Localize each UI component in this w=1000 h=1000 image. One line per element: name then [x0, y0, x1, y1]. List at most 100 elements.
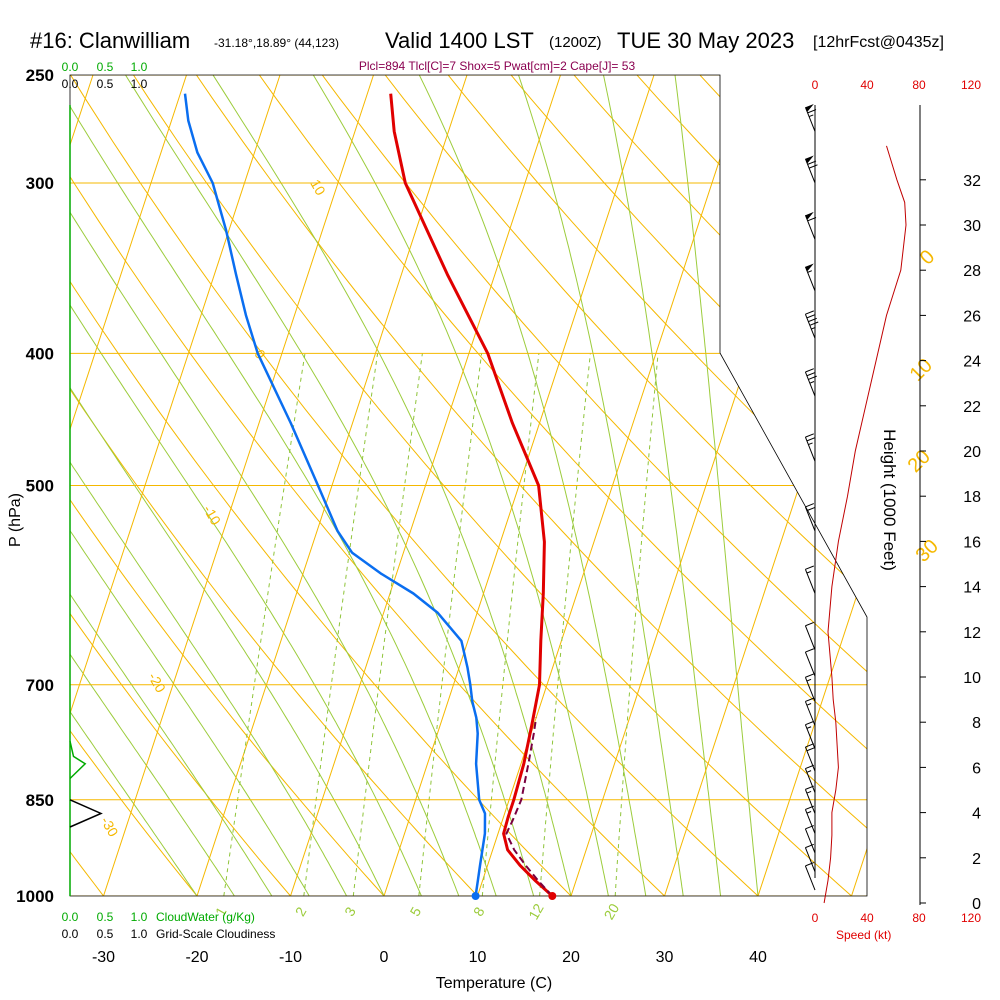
title-valid: Valid 1400 LST — [385, 28, 534, 53]
speed-top-tick: 120 — [961, 78, 981, 92]
wind-barb-half — [806, 703, 812, 706]
dry-adiabat — [988, 51, 1000, 896]
height-tick-label: 26 — [963, 308, 981, 325]
wind-barb-staff — [804, 789, 816, 814]
wind-barb-full — [808, 317, 817, 323]
wind-barb-full — [805, 433, 814, 438]
title-station: #16: Clanwilliam — [30, 28, 190, 53]
isotherm-label: 10 — [906, 354, 937, 385]
wind-barb — [804, 720, 816, 750]
wind-barb-staff — [804, 724, 816, 750]
mixing-ratio-label: 20 — [601, 901, 623, 923]
moist-adiabat — [70, 75, 348, 896]
wind-barb-full — [805, 503, 814, 508]
cloudiness-bottom-tick: 0.5 — [97, 927, 114, 941]
wind-barb — [804, 565, 816, 594]
wind-barb-full — [805, 697, 814, 702]
speed-bottom-tick: 40 — [860, 911, 874, 925]
wind-barb-half — [808, 442, 813, 446]
wind-barb-half — [806, 570, 812, 574]
wind-barb-staff — [804, 436, 816, 462]
cloudwater-bottom-tick: 1.0 — [131, 910, 148, 924]
moist-adiabat — [70, 75, 460, 896]
pressure-tick-label: 700 — [26, 676, 54, 695]
moist-adiabat — [518, 75, 684, 896]
wind-speed-profile — [823, 145, 907, 904]
cloudiness-bottom-tick: 0.0 — [62, 927, 79, 941]
wind-barb-full — [805, 621, 814, 627]
cloudiness-bottom-tick: 1.0 — [131, 927, 148, 941]
wind-barb-full — [807, 217, 817, 222]
dry-adiabat — [70, 75, 759, 896]
wind-barb-full — [806, 314, 816, 319]
wind-barb-staff — [804, 701, 816, 726]
cloudwater-top-tick: 0.5 — [97, 60, 114, 74]
mixing-ratio-line — [418, 353, 483, 896]
pressure-tick-label: 300 — [26, 174, 54, 193]
isotherm-label: 20 — [904, 446, 935, 477]
moist-adiabat — [212, 75, 572, 896]
dry-adiabat — [70, 75, 478, 896]
mixing-ratio-label: 3 — [341, 904, 359, 919]
temperature-tick-label: -30 — [92, 949, 115, 966]
pressure-tick-label: 500 — [26, 477, 54, 496]
wind-barb-half — [808, 114, 814, 118]
wind-barb-staff — [804, 651, 816, 677]
wind-barb-full — [808, 375, 817, 380]
wind-barb-half — [806, 811, 812, 814]
cloudwater-bottom-tick: 0.5 — [97, 910, 114, 924]
wind-barb-full — [805, 310, 814, 315]
wind-barb-pennant — [805, 103, 814, 112]
wind-barb-half — [806, 726, 812, 729]
height-tick-label: 4 — [972, 806, 981, 823]
title-utc: (1200Z) — [549, 34, 602, 51]
moist-adiabat — [312, 75, 609, 896]
temperature-tick-label: 30 — [656, 949, 674, 966]
moist-adiabat — [70, 75, 198, 896]
mixing-ratio-label: 5 — [406, 904, 424, 919]
title-coords: -31.18°,18.89° (44,123) — [214, 36, 339, 50]
wind-barb-staff — [804, 314, 816, 339]
pressure-tick-label: 250 — [26, 66, 54, 85]
height-tick-label: 10 — [963, 670, 981, 687]
dry-adiabat — [117, 75, 852, 896]
height-axis-ticks — [920, 179, 926, 904]
speed-bottom-tick: 0 — [812, 911, 819, 925]
height-tick-label: 8 — [972, 715, 981, 732]
wind-barb — [804, 843, 816, 873]
wind-barb-half — [806, 770, 812, 773]
cloudwater-label: CloudWater (g/Kg) — [156, 910, 255, 924]
wind-barb-staff — [804, 158, 816, 184]
wind-barb-full — [809, 321, 819, 326]
moist-adiabat — [70, 75, 273, 896]
wind-barb-staff — [804, 506, 816, 532]
wind-barb-full — [806, 506, 816, 512]
y-axis-title: P (hPa) — [7, 493, 24, 547]
pressure-tick-label: 1000 — [16, 887, 54, 906]
wind-barb-staff — [804, 266, 816, 292]
height-tick-label: 32 — [963, 173, 981, 190]
moist-adiabat — [125, 75, 535, 896]
sounding-series — [183, 93, 554, 898]
speed-label: Speed (kt) — [836, 928, 891, 942]
wind-barb-full — [805, 720, 814, 726]
wind-barb — [804, 368, 817, 397]
parcel-info: Plcl=894 Tlcl[C]=7 Shox=5 Pwat[cm]=2 Cap… — [359, 59, 636, 73]
wind-barb-staff — [804, 569, 816, 594]
surface-temperature-marker — [548, 892, 557, 900]
isotherm-label: 30 — [912, 535, 943, 566]
wind-barb-staff — [804, 371, 816, 397]
wind-barb-staff — [804, 828, 816, 854]
wind-barb — [804, 648, 816, 677]
height-tick-label: 16 — [963, 534, 981, 551]
wind-barb-full — [805, 743, 814, 748]
dry-adiabat — [614, 75, 867, 896]
wind-barb — [804, 697, 816, 726]
wind-barb — [804, 743, 816, 772]
title-date: TUE 30 May 2023 — [617, 28, 794, 53]
right-axis-title: Height (1000 Feet) — [880, 429, 899, 571]
temperature-line — [389, 93, 554, 898]
cloudiness-profile — [69, 799, 103, 828]
wind-barb-staff — [804, 107, 816, 132]
